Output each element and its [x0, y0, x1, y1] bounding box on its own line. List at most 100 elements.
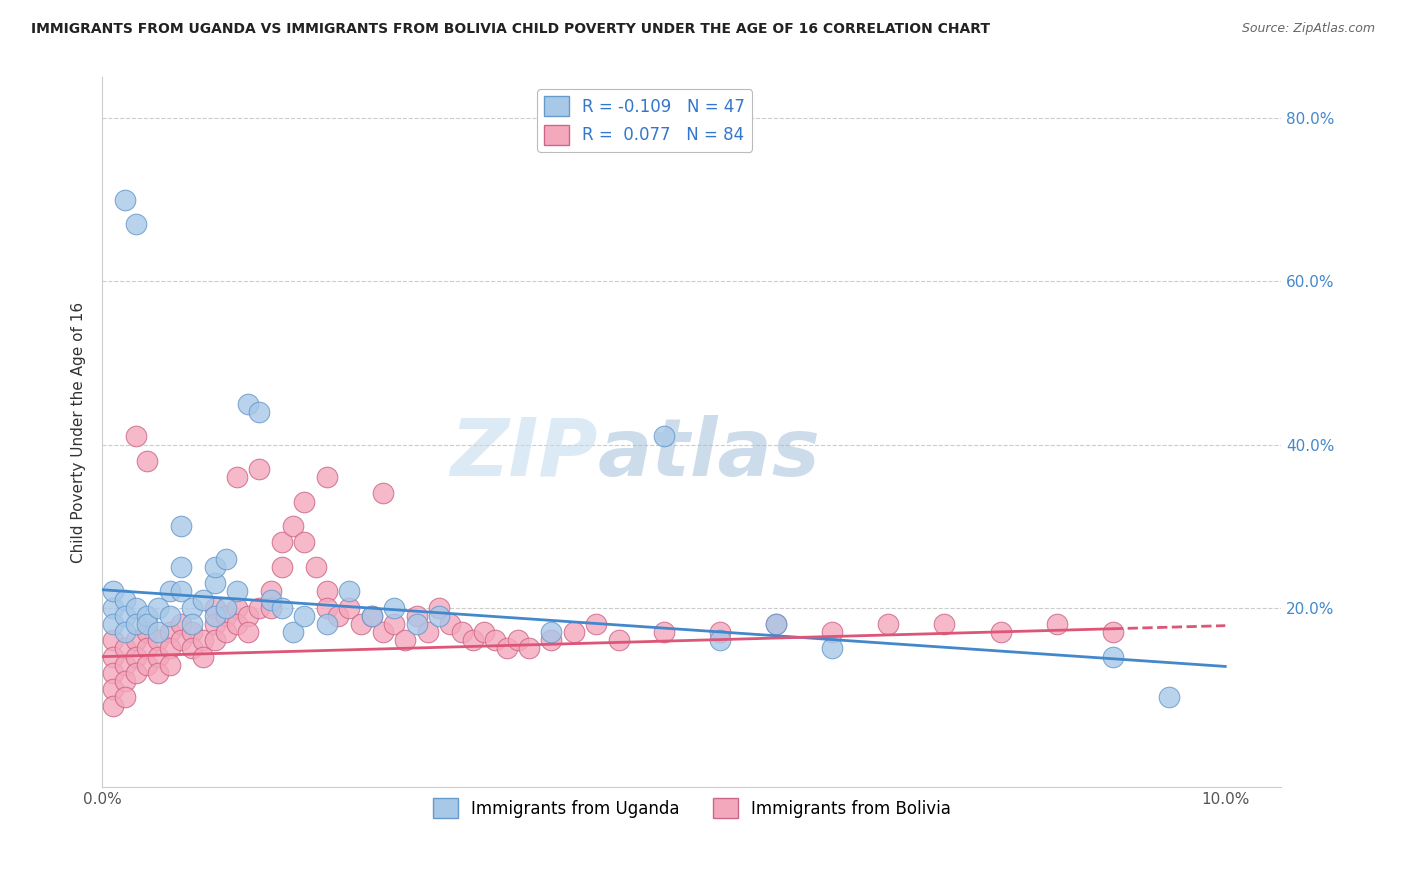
Point [315, 470, 337, 484]
Point [114, 625, 136, 640]
Point [405, 617, 427, 632]
Point [159, 608, 181, 623]
Point [249, 462, 271, 476]
Point [181, 600, 204, 615]
Point [249, 600, 271, 615]
Point [990, 625, 1012, 640]
Point [114, 592, 136, 607]
Point [360, 608, 382, 623]
Point [270, 560, 292, 574]
Point [304, 560, 326, 574]
Point [159, 657, 181, 672]
Point [125, 665, 148, 680]
Point [159, 584, 181, 599]
Point [349, 617, 371, 632]
Point [226, 584, 249, 599]
Point [652, 625, 675, 640]
Point [292, 535, 315, 549]
Point [204, 608, 226, 623]
Point [148, 633, 170, 648]
Point [337, 600, 360, 615]
Point [292, 494, 315, 508]
Point [585, 617, 607, 632]
Point [226, 617, 249, 632]
Point [103, 682, 125, 697]
Point [934, 617, 956, 632]
Point [260, 600, 283, 615]
Point [709, 633, 731, 648]
Point [427, 608, 450, 623]
Point [461, 633, 484, 648]
Point [215, 608, 238, 623]
Text: Source: ZipAtlas.com: Source: ZipAtlas.com [1241, 22, 1375, 36]
Point [484, 633, 506, 648]
Point [652, 429, 675, 443]
Point [281, 625, 304, 640]
Point [103, 617, 125, 632]
Point [181, 617, 204, 632]
Point [148, 600, 170, 615]
Point [136, 454, 159, 468]
Point [103, 665, 125, 680]
Point [215, 600, 238, 615]
Point [238, 608, 260, 623]
Point [204, 576, 226, 591]
Point [114, 674, 136, 689]
Point [1102, 649, 1125, 664]
Point [193, 592, 215, 607]
Point [260, 584, 283, 599]
Point [159, 625, 181, 640]
Point [125, 633, 148, 648]
Point [170, 633, 193, 648]
Point [405, 608, 427, 623]
Point [270, 600, 292, 615]
Point [103, 600, 125, 615]
Point [260, 592, 283, 607]
Point [382, 617, 405, 632]
Point [204, 633, 226, 648]
Point [103, 584, 125, 599]
Point [337, 584, 360, 599]
Point [765, 617, 787, 632]
Point [495, 641, 517, 656]
Point [215, 625, 238, 640]
Point [136, 657, 159, 672]
Point [136, 617, 159, 632]
Point [517, 641, 540, 656]
Point [238, 625, 260, 640]
Point [103, 649, 125, 664]
Point [170, 584, 193, 599]
Point [193, 649, 215, 664]
Point [821, 641, 844, 656]
Point [215, 551, 238, 566]
Point [360, 608, 382, 623]
Point [125, 649, 148, 664]
Point [125, 217, 148, 231]
Point [159, 641, 181, 656]
Point [371, 625, 394, 640]
Point [326, 608, 349, 623]
Point [877, 617, 900, 632]
Point [292, 608, 315, 623]
Y-axis label: Child Poverty Under the Age of 16: Child Poverty Under the Age of 16 [72, 301, 86, 563]
Point [270, 535, 292, 549]
Point [170, 560, 193, 574]
Point [427, 600, 450, 615]
Point [1102, 625, 1125, 640]
Point [607, 633, 630, 648]
Point [394, 633, 416, 648]
Point [114, 641, 136, 656]
Point [371, 486, 394, 500]
Point [204, 600, 226, 615]
Point [114, 657, 136, 672]
Text: ZIP: ZIP [450, 415, 598, 492]
Point [562, 625, 585, 640]
Point [506, 633, 529, 648]
Point [439, 617, 461, 632]
Point [226, 470, 249, 484]
Point [709, 625, 731, 640]
Point [1159, 690, 1181, 705]
Point [416, 625, 439, 640]
Point [136, 641, 159, 656]
Point [315, 617, 337, 632]
